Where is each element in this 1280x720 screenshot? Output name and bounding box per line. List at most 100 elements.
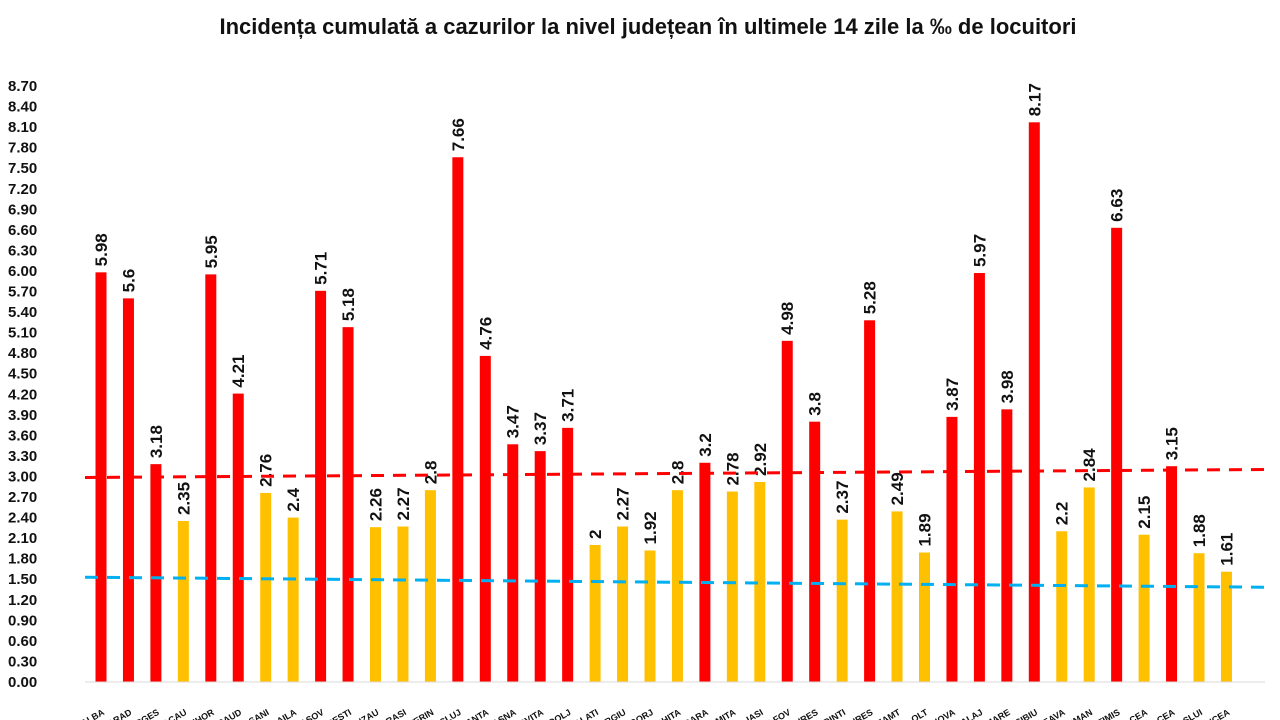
y-tick-label: 0.60	[8, 633, 37, 650]
data-label: 2.35	[174, 482, 193, 515]
y-tick-label: 6.90	[8, 201, 37, 218]
data-label: 3.8	[806, 392, 825, 416]
y-tick-label: 7.80	[8, 140, 37, 157]
data-label: 3.15	[1163, 427, 1182, 460]
data-label: 3.87	[943, 378, 962, 411]
category-label: BIHOR	[186, 707, 217, 720]
y-tick-label: 6.60	[8, 222, 37, 239]
data-label: 1.92	[641, 511, 660, 544]
category-label: IURGIU	[595, 707, 627, 720]
category-label: MARE	[984, 707, 1012, 720]
bar	[864, 320, 876, 682]
y-tick-label: 7.50	[8, 160, 37, 177]
data-label: 5.98	[92, 233, 111, 266]
y-tick-label: 0.30	[8, 653, 37, 670]
category-label: ILFOV	[764, 707, 792, 720]
category-label: EDINTI	[817, 707, 848, 720]
category-label: GALATI	[567, 707, 600, 720]
data-label: 3.47	[504, 405, 523, 438]
data-label: 5.97	[970, 234, 989, 267]
bar	[644, 550, 656, 682]
value-labels: 5.98 5.6 3.18 2.35 5.95 4.21 2.76 2.4 5.71 5.18 2.…	[92, 83, 1236, 565]
bar	[260, 492, 272, 682]
data-label: 2.2	[1053, 502, 1072, 526]
bar	[919, 552, 930, 682]
data-label: 1.88	[1190, 514, 1209, 547]
data-label: 2.8	[421, 461, 440, 485]
bar	[232, 393, 244, 682]
data-label: 2.76	[257, 454, 276, 487]
data-label: 3.37	[531, 412, 550, 445]
category-label: SAUD	[216, 707, 244, 720]
bar	[397, 526, 409, 682]
y-tick-label: 2.70	[8, 489, 37, 506]
bar	[1220, 571, 1232, 682]
y-tick-label: 3.90	[8, 407, 37, 424]
bar	[617, 526, 629, 682]
category-label: NEAMT	[869, 707, 902, 720]
y-tick-label: 3.30	[8, 448, 37, 465]
bar	[1083, 487, 1095, 682]
data-label: 4.21	[229, 354, 248, 387]
category-label: ALBA	[79, 707, 106, 720]
data-label: 5.28	[861, 281, 880, 314]
bar	[315, 290, 327, 682]
bar	[287, 517, 299, 682]
y-tick-label: 4.20	[8, 386, 37, 403]
y-tick-label: 5.70	[8, 284, 37, 301]
data-label: 2.15	[1135, 496, 1154, 529]
data-label: 6.63	[1108, 189, 1127, 222]
y-tick-label: 5.10	[8, 325, 37, 342]
y-tick-label: 8.10	[8, 119, 37, 136]
bar	[754, 481, 766, 682]
category-label: SIBIU	[1014, 707, 1040, 720]
bar	[562, 427, 574, 682]
data-label: 2.49	[888, 472, 907, 505]
category-label: DOARA	[676, 707, 710, 720]
data-label: 5.95	[202, 235, 221, 268]
y-tick-label: 8.70	[8, 78, 37, 95]
bar	[1111, 227, 1123, 683]
bar	[946, 416, 958, 682]
y-tick-label: 0.00	[8, 674, 37, 691]
category-label: ULCEA	[1117, 707, 1149, 720]
data-label: 2.26	[367, 488, 386, 521]
bar	[1138, 534, 1150, 682]
bar	[726, 491, 738, 682]
y-tick-label: 2.10	[8, 530, 37, 547]
bar	[177, 521, 189, 682]
data-label: 5.71	[312, 252, 331, 285]
data-label: 1.61	[1217, 533, 1236, 566]
data-label: 2	[586, 530, 605, 539]
bar	[1056, 531, 1068, 682]
bars	[95, 122, 1232, 683]
y-tick-label: 2.40	[8, 510, 37, 527]
bar	[973, 273, 985, 682]
y-tick-label: 1.20	[8, 592, 37, 609]
y-tick-label: 7.20	[8, 181, 37, 198]
category-label: OSANI	[241, 707, 271, 720]
category-label: TIMIS	[1096, 707, 1122, 720]
bar	[507, 444, 519, 682]
data-label: 2.27	[614, 487, 633, 520]
bar	[809, 421, 821, 682]
data-label: 4.76	[476, 317, 495, 350]
category-label: BACAU	[155, 707, 188, 720]
y-tick-label: 5.40	[8, 304, 37, 321]
bar	[1001, 409, 1013, 682]
bar	[150, 464, 162, 682]
category-label: ARASI	[379, 707, 408, 720]
category-label: ALCEA	[1145, 707, 1177, 720]
bar	[424, 490, 436, 682]
data-label: 3.2	[696, 433, 715, 457]
bar	[1193, 553, 1205, 682]
data-label: 3.98	[998, 370, 1017, 403]
category-label: RASOV	[293, 707, 326, 720]
data-label: 2.4	[284, 487, 303, 511]
bar	[342, 327, 354, 682]
data-label: 2.8	[668, 461, 687, 485]
category-label: VERIN	[407, 707, 436, 720]
bar	[589, 544, 601, 682]
y-tick-label: 8.40	[8, 99, 37, 116]
